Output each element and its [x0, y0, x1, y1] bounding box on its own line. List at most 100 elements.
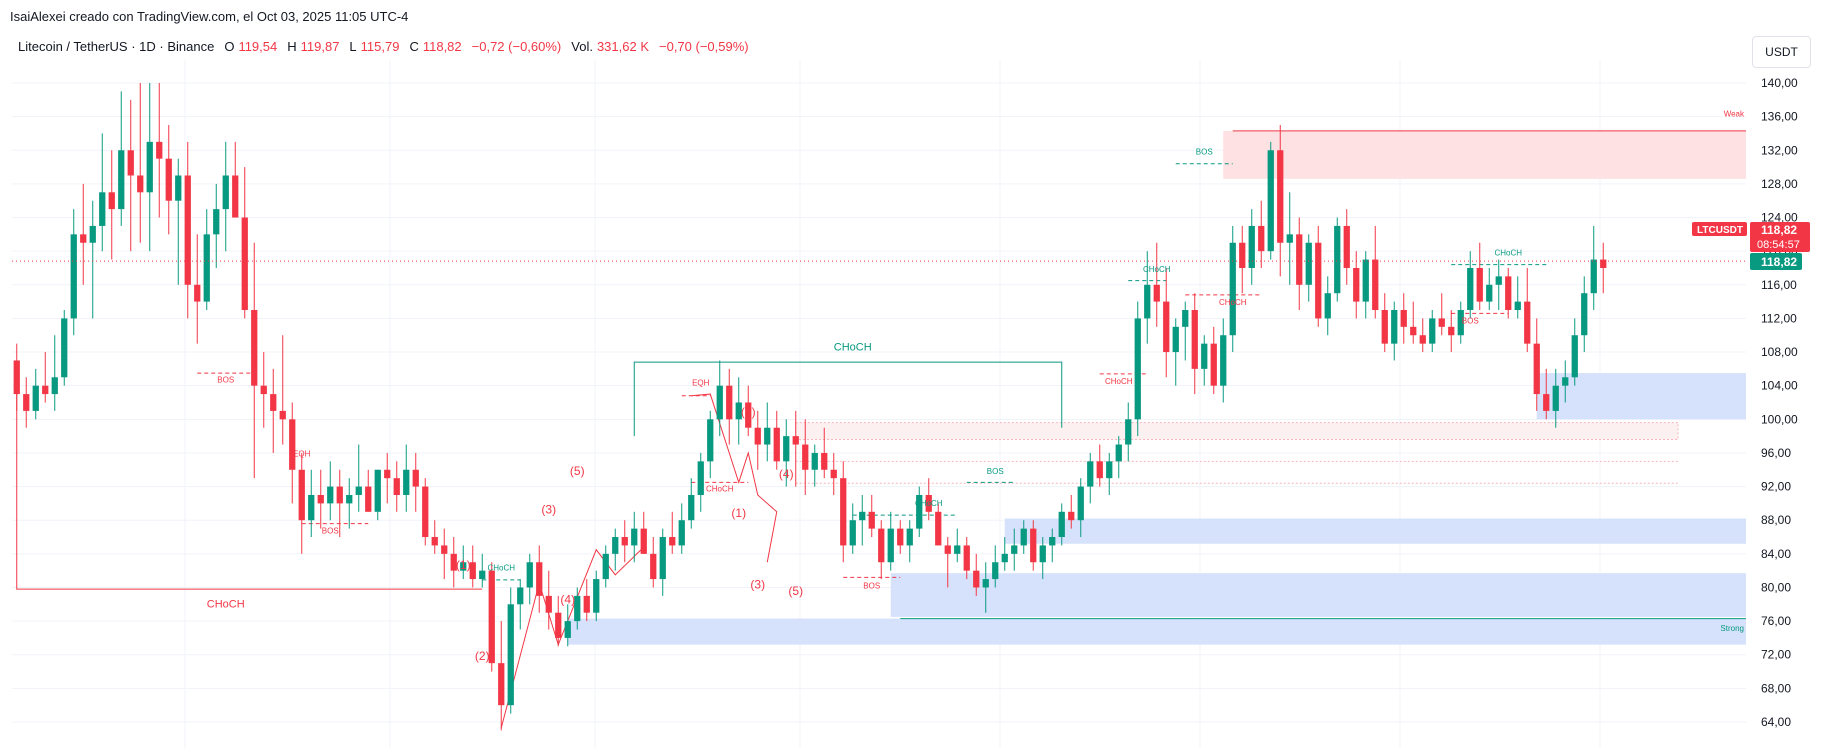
eqh-label: EQH — [293, 449, 311, 458]
candle-body — [555, 612, 562, 638]
candle-body — [289, 419, 296, 470]
candle-body — [830, 469, 837, 479]
symbol-legend: Litecoin / TetherUS · 1D · Binance O 119,… — [18, 39, 749, 54]
y-tick-label: 112,00 — [1761, 311, 1797, 325]
candle-body — [1182, 310, 1189, 327]
volume-label: Vol. — [571, 39, 593, 54]
low-value: 115,79 — [360, 39, 400, 54]
candle-body — [1011, 545, 1018, 554]
candle-body — [460, 562, 467, 571]
candle-body — [716, 385, 723, 420]
wave-label: (4) — [560, 592, 575, 606]
candle-body — [1505, 276, 1512, 311]
bos-label: BOS — [1462, 316, 1479, 325]
candle-body — [222, 175, 229, 210]
candle-body — [659, 537, 666, 580]
candle-body — [1334, 225, 1341, 294]
candle-body — [1552, 385, 1559, 411]
candle-body — [545, 595, 552, 613]
candle-body — [1514, 301, 1521, 311]
candle-body — [327, 486, 334, 504]
choch-label: CHoCH — [207, 599, 245, 611]
candle-body — [1486, 284, 1493, 302]
currency-button[interactable]: USDT — [1752, 36, 1811, 68]
candle-body — [336, 486, 343, 504]
candle-body — [156, 141, 163, 159]
candle-body — [745, 402, 752, 428]
countdown: 08:54:57 — [1757, 239, 1800, 251]
candle-body — [821, 452, 828, 470]
candle-body — [251, 310, 258, 386]
symbol-tag-text: LTCUSDT — [1697, 225, 1743, 236]
candle-body — [1020, 528, 1027, 546]
y-tick-label: 92,00 — [1761, 480, 1791, 494]
strong-label: Strong — [1720, 624, 1744, 633]
candle-body — [1400, 310, 1407, 327]
candle-body — [374, 469, 381, 512]
candle-body — [213, 209, 220, 235]
candle-body — [1590, 259, 1597, 294]
candle-body — [384, 469, 391, 479]
candle-body — [184, 175, 191, 285]
candle-body — [298, 469, 305, 521]
candle-body — [1144, 284, 1151, 319]
candle-body — [1562, 377, 1569, 386]
candle-body — [1296, 234, 1303, 285]
close-value: 118,82 — [422, 39, 462, 54]
candle-body — [754, 427, 761, 445]
candle-body — [1172, 326, 1179, 353]
symbol-title[interactable]: Litecoin / TetherUS · 1D · Binance — [18, 39, 215, 54]
candle-body — [1125, 419, 1132, 445]
y-tick-label: 132,00 — [1761, 143, 1798, 157]
candle-body — [1106, 461, 1113, 479]
candle-body — [1581, 293, 1588, 336]
candle-body — [1495, 276, 1502, 285]
y-tick-label: 72,00 — [1761, 648, 1791, 662]
close-label: C — [409, 39, 419, 54]
bos-label: BOS — [987, 467, 1004, 476]
price-tag-2 — [1750, 253, 1802, 270]
candle-body — [697, 461, 704, 495]
candle-body — [1210, 343, 1217, 386]
candle-body — [146, 141, 153, 193]
candle-body — [1115, 444, 1122, 462]
candle-body — [944, 545, 951, 554]
candle-body — [1267, 150, 1274, 252]
candle-body — [1239, 242, 1246, 268]
wave-label: (2) — [475, 649, 490, 663]
candle-body — [536, 562, 543, 596]
candle-body — [232, 175, 239, 218]
high-label: H — [287, 39, 297, 54]
choch-label: CHoCH — [834, 341, 872, 353]
candle-body — [897, 528, 904, 546]
candle-body — [89, 225, 96, 243]
candle-body — [811, 452, 818, 470]
candle-body — [365, 486, 372, 512]
candle-body — [669, 537, 676, 546]
candle-body — [1001, 553, 1008, 563]
candle-body — [773, 427, 780, 462]
candle-body — [650, 553, 657, 580]
choch-line — [633, 361, 1063, 437]
open-label: O — [224, 39, 235, 54]
candle-body — [1058, 511, 1065, 538]
symbol-tag — [1692, 222, 1747, 236]
candle-body — [640, 528, 647, 554]
price-tag — [1750, 222, 1810, 252]
candle-body — [1381, 310, 1388, 344]
candle-body — [70, 234, 77, 319]
candle-body — [1305, 242, 1312, 285]
candle-body — [621, 537, 628, 546]
volume-value: 331,62 K — [596, 39, 649, 54]
candle-body — [1049, 537, 1056, 546]
candle-body — [859, 511, 866, 521]
candle-body — [906, 528, 913, 546]
candle-body — [61, 318, 68, 378]
candle-body — [355, 486, 362, 495]
candle-body — [1163, 301, 1170, 353]
candle-body — [1068, 511, 1075, 521]
candle-body — [1467, 267, 1474, 311]
price-tag-value: 118,82 — [1761, 223, 1797, 237]
wave-line — [691, 393, 778, 563]
